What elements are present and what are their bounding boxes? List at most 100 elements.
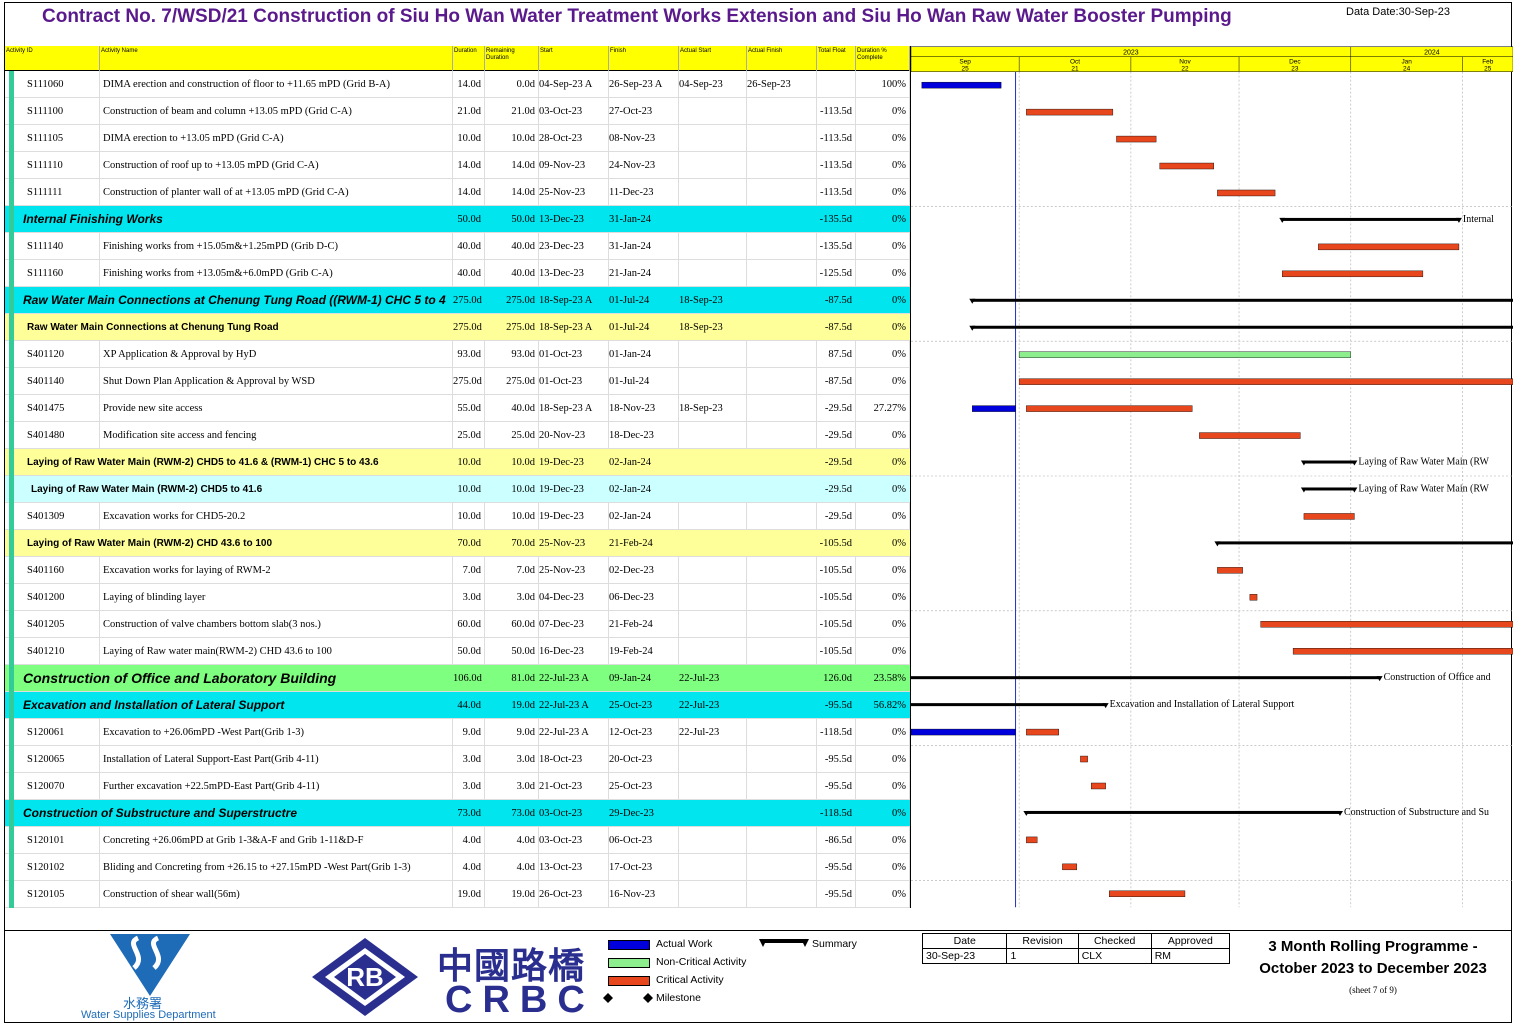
critical-bar	[1303, 513, 1355, 520]
critical-bar	[1018, 378, 1513, 385]
col-total-float-cell: -118.5d	[820, 808, 852, 819]
col-actual-start-cell	[679, 773, 747, 800]
header-col-start: Start	[539, 46, 609, 71]
month-day-label: 25	[1484, 66, 1492, 73]
row-indent-stripe	[9, 341, 14, 368]
activity-row[interactable]: S401475 Provide new site access 55.0d 40.0d…	[5, 395, 910, 422]
activity-row[interactable]: S401160 Excavation works for laying of RW…	[5, 557, 910, 584]
col-actual-finish-cell	[747, 827, 817, 854]
col-actual-start-cell	[679, 341, 747, 368]
col-actual-start-cell: 18-Sep-23	[679, 295, 723, 306]
legend-critical-label: Critical Activity	[656, 974, 724, 986]
col-activity-name-cell: Excavation works for CHD5-20.2	[103, 503, 453, 530]
header-col-activity-name: Activity Name	[100, 46, 453, 71]
critical-bar	[1260, 621, 1513, 628]
col-pct-complete-cell: 0%	[856, 773, 910, 800]
col-pct-complete-cell: 0%	[856, 854, 910, 881]
row-indent-stripe	[9, 800, 14, 827]
col-remaining-cell: 60.0d	[485, 611, 539, 638]
col-actual-finish-cell	[747, 530, 817, 557]
col-start-cell: 19-Dec-23	[539, 484, 584, 495]
col-actual-start-cell: 22-Jul-23	[679, 673, 720, 684]
col-duration-cell: 3.0d	[453, 584, 485, 611]
col-duration-cell: 25.0d	[453, 422, 485, 449]
activity-row[interactable]: S120061 Excavation to +26.06mPD -West Par…	[5, 719, 910, 746]
col-activity-id-cell: S401480	[27, 422, 100, 449]
row-indent-stripe	[9, 881, 14, 908]
col-actual-start-cell	[679, 449, 747, 476]
col-actual-finish-cell	[747, 476, 817, 503]
col-actual-start-cell: 04-Sep-23	[679, 71, 747, 98]
col-actual-finish-cell	[747, 395, 817, 422]
activity-row[interactable]: S111110 Construction of roof up to +13.05…	[5, 152, 910, 179]
col-actual-finish-cell	[747, 692, 817, 719]
wbs-summary-row[interactable]: Laying of Raw Water Main (RWM-2) CHD5 to…	[5, 449, 910, 476]
col-remaining-cell: 10.0d	[511, 457, 535, 468]
month-label: Sep	[959, 59, 971, 66]
wbs-summary-row[interactable]: Laying of Raw Water Main (RWM-2) CHD 43.…	[5, 530, 910, 557]
wbs-summary-row[interactable]: Construction of Substructure and Superst…	[5, 800, 910, 827]
wbs-summary-row[interactable]: Internal Finishing Works 50.0d 50.0d 13-Dec…	[5, 206, 910, 233]
col-activity-name-cell: Laying of Raw Water Main (RWM-2) CHD5 to…	[31, 484, 263, 495]
col-duration-cell: 40.0d	[453, 233, 485, 260]
activity-row[interactable]: S401210 Laying of Raw water main(RWM-2) C…	[5, 638, 910, 665]
row-indent-stripe	[9, 584, 14, 611]
col-total-float-cell: -105.5d	[819, 538, 852, 549]
activity-row[interactable]: S111111 Construction of planter wall of a…	[5, 179, 910, 206]
col-remaining-cell: 7.0d	[485, 557, 539, 584]
col-activity-id-cell: S120101	[27, 827, 100, 854]
col-duration-cell: 93.0d	[453, 341, 485, 368]
col-duration-cell: 275.0d	[453, 322, 482, 333]
row-indent-stripe	[9, 719, 14, 746]
activity-row[interactable]: S111060 DIMA erection and construction of…	[5, 71, 910, 98]
summary-bar	[1303, 487, 1355, 491]
activity-row[interactable]: S111100 Construction of beam and column +…	[5, 98, 910, 125]
activity-row[interactable]: S401309 Excavation works for CHD5-20.2 10.…	[5, 503, 910, 530]
col-actual-start-cell	[679, 125, 747, 152]
activity-row[interactable]: S120101 Concreting +26.06mPD at Grib 1-3&…	[5, 827, 910, 854]
wbs-summary-row[interactable]: Construction of Office and Laboratory Bu…	[5, 665, 910, 692]
col-finish-cell: 01-Jul-24	[609, 368, 679, 395]
col-actual-start-cell	[679, 530, 747, 557]
col-duration-cell: 10.0d	[453, 125, 485, 152]
col-duration-cell: 55.0d	[453, 395, 485, 422]
wbs-summary-row[interactable]: Laying of Raw Water Main (RWM-2) CHD5 to…	[5, 476, 910, 503]
wbs-summary-row[interactable]: Raw Water Main Connections at Chenung Tu…	[5, 314, 910, 341]
summary-bar	[1026, 810, 1340, 814]
col-activity-name-cell: Construction of beam and column +13.05 m…	[103, 98, 453, 125]
activity-row[interactable]: S401140 Shut Down Plan Application & Appr…	[5, 368, 910, 395]
col-start-cell: 28-Oct-23	[539, 125, 609, 152]
activity-row[interactable]: S120065 Installation of Lateral Support-E…	[5, 746, 910, 773]
col-pct-complete-cell: 0%	[856, 881, 910, 908]
col-start-cell: 19-Dec-23	[539, 503, 609, 530]
col-finish-cell: 02-Dec-23	[609, 557, 679, 584]
col-actual-start-cell	[679, 746, 747, 773]
col-finish-cell: 08-Nov-23	[609, 125, 679, 152]
col-finish-cell: 25-Oct-23	[609, 700, 653, 711]
actual-bar	[911, 728, 1016, 736]
activity-row[interactable]: S401205 Construction of valve chambers bo…	[5, 611, 910, 638]
wbs-summary-row[interactable]: Raw Water Main Connections at Chenung Tu…	[5, 287, 910, 314]
activity-row[interactable]: S111105 DIMA erection to +13.05 mPD (Grid…	[5, 125, 910, 152]
summary-end-cap	[1336, 810, 1343, 816]
activity-row[interactable]: S120105 Construction of shear wall(56m) 19…	[5, 881, 910, 908]
col-activity-name-cell: DIMA erection and construction of floor …	[103, 71, 453, 98]
activity-row[interactable]: S120102 Bliding and Concreting from +26.1…	[5, 854, 910, 881]
col-pct-complete-cell: 0%	[856, 584, 910, 611]
activity-row[interactable]: S111160 Finishing works from +13.05m&+6.0…	[5, 260, 910, 287]
activity-row[interactable]: S401200 Laying of blinding layer 3.0d 3.0d 0…	[5, 584, 910, 611]
activity-row[interactable]: S111140 Finishing works from +15.05m&+1.2…	[5, 233, 910, 260]
col-activity-id-cell: S401205	[27, 611, 100, 638]
col-finish-cell: 06-Oct-23	[609, 827, 679, 854]
activity-row[interactable]: S120070 Further excavation +22.5mPD-East …	[5, 773, 910, 800]
critical-bar	[1292, 648, 1513, 655]
activity-row[interactable]: S401480 Modification site access and fenc…	[5, 422, 910, 449]
header-col-activity-id: Activity ID	[5, 46, 100, 71]
col-activity-id-cell: S401200	[27, 584, 100, 611]
col-actual-start-cell	[679, 638, 747, 665]
activity-row[interactable]: S401120 XP Application & Approval by HyD 9…	[5, 341, 910, 368]
col-start-cell: 19-Dec-23	[539, 457, 584, 468]
col-pct-complete-cell: 0%	[856, 179, 910, 206]
col-total-float-cell: 87.5d	[817, 341, 856, 368]
wbs-summary-row[interactable]: Excavation and Installation of Lateral S…	[5, 692, 910, 719]
